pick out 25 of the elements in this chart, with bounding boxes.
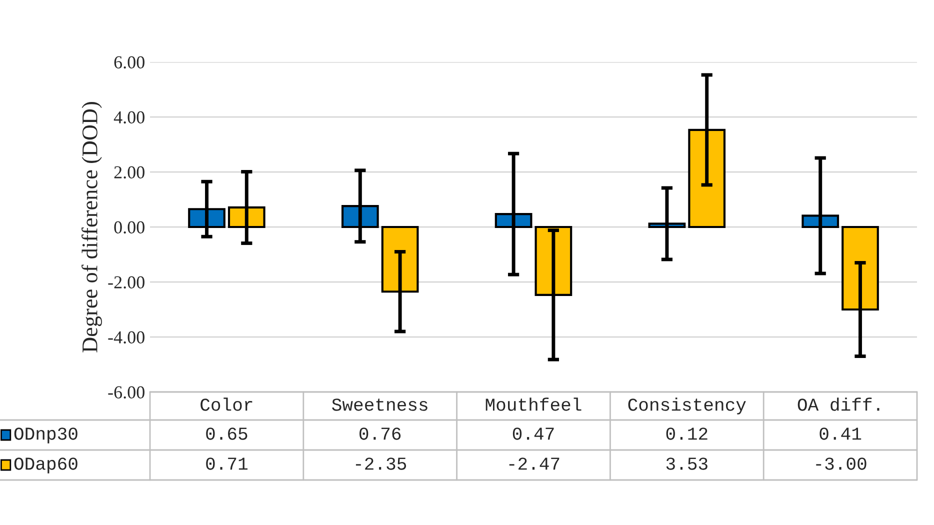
x-tick-label: Mouthfeel xyxy=(486,398,582,411)
data-label: -2.35 xyxy=(356,458,406,470)
x-tick-label: Color xyxy=(200,398,252,411)
data-label: -3.00 xyxy=(816,458,866,470)
y-tick-label: -4.00 xyxy=(108,331,144,344)
data-label: 0.76 xyxy=(360,428,401,440)
x-tick-label: OA diff. xyxy=(798,398,880,411)
y-tick-label: 4.00 xyxy=(114,111,144,124)
y-axis-title: Degree of difference (DOD) xyxy=(82,102,102,352)
legend-label: ODnp30 xyxy=(14,428,78,444)
legend-label: ODap60 xyxy=(14,458,78,474)
data-label: 0.65 xyxy=(206,428,248,440)
y-tick-label: 2.00 xyxy=(114,166,144,179)
data-label: 0.47 xyxy=(512,428,554,440)
data-label: 0.41 xyxy=(820,428,862,440)
data-label: 3.53 xyxy=(666,458,708,470)
y-tick-label: 6.00 xyxy=(114,56,144,69)
data-label: 0.71 xyxy=(206,458,248,470)
y-tick-label: -6.00 xyxy=(108,386,144,399)
data-label: -2.47 xyxy=(509,458,560,470)
x-tick-label: Sweetness xyxy=(332,398,428,411)
y-tick-label: -2.00 xyxy=(108,276,144,289)
y-tick-label: 0.00 xyxy=(114,221,144,234)
data-label: 0.12 xyxy=(666,428,708,440)
x-tick-label: Consistency xyxy=(628,398,746,414)
